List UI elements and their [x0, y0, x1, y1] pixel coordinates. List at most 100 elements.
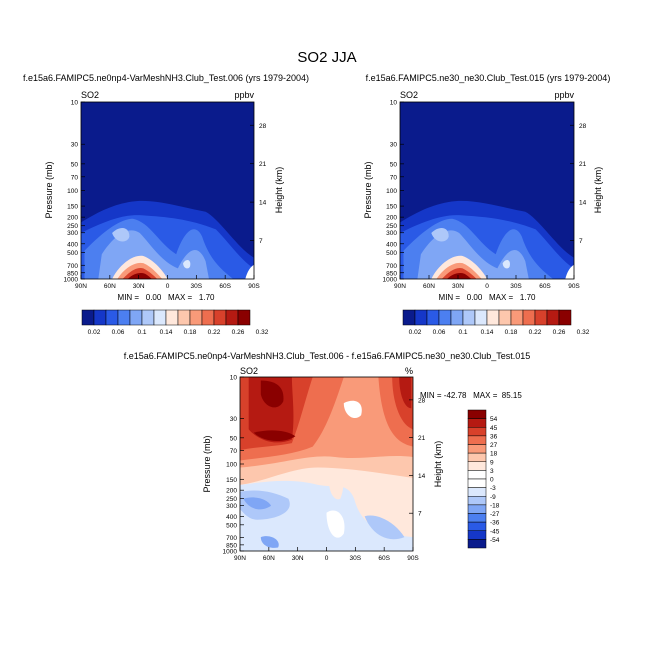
colorbar-label: 45 [490, 425, 498, 432]
contour-band [253, 430, 296, 442]
x-tick-label: 90S [248, 283, 260, 290]
colorbar-swatch [165, 309, 179, 326]
y-tick-label: 850 [386, 270, 397, 277]
contour-band [260, 380, 284, 408]
panel-3-units-label: % [405, 366, 413, 376]
colorbar-swatch [467, 513, 487, 523]
colorbar-label: 18 [490, 451, 498, 458]
y-tick-label: 400 [226, 514, 237, 521]
x-tick-label: 90S [407, 555, 419, 562]
y-tick-label: 30 [71, 142, 79, 149]
y-tick-label: 700 [226, 535, 237, 542]
contour-band [431, 228, 449, 242]
x-tick-label: 0 [485, 283, 489, 290]
colorbar-swatch [129, 309, 143, 326]
contour-band [447, 273, 472, 279]
panel-1-variable-label: SO2 [81, 90, 99, 100]
colorbar-swatch [93, 309, 107, 326]
colorbar-swatch [467, 478, 487, 488]
colorbar-label: -54 [490, 537, 500, 544]
colorbar-swatch [467, 470, 487, 480]
y-tick-label: 700 [386, 263, 397, 270]
colorbar-label: 0.32 [256, 329, 269, 336]
contour-band [112, 228, 130, 242]
y-tick-label: 250 [386, 223, 397, 230]
y-tick-label: 50 [390, 161, 398, 168]
colorbar-swatch [467, 444, 487, 454]
colorbar-swatch [177, 309, 191, 326]
contour-band [183, 259, 191, 269]
colorbar-swatch [467, 418, 487, 428]
x-tick-label: 60N [423, 283, 435, 290]
panel-1-y-axis-label: Pressure (mb) [44, 161, 54, 218]
panel-3-y2-axis-label: Height (km) [433, 441, 443, 488]
colorbar-swatch [462, 309, 476, 326]
colorbar-label: 0.26 [553, 329, 566, 336]
colorbar-label: -27 [490, 511, 500, 518]
panel-2-stats: MIN = 0.00 MAX = 1.70 [439, 293, 536, 302]
contour-band [343, 400, 362, 419]
colorbar-swatch [467, 521, 487, 531]
colorbar-swatch [467, 496, 487, 506]
y-tick-label: 70 [71, 174, 79, 181]
colorbar-swatch [237, 309, 251, 326]
colorbar-swatch [522, 309, 536, 326]
panel-3: f.e15a6.FAMIPC5.ne0np4-VarMeshNH3.Club_T… [124, 351, 531, 562]
colorbar-swatch [534, 309, 548, 326]
x-tick-label: 90N [234, 555, 246, 562]
contour-band [329, 473, 344, 500]
y2-tick-label: 14 [418, 473, 426, 480]
y2-tick-label: 28 [579, 123, 587, 130]
x-tick-label: 30N [292, 555, 304, 562]
colorbar-swatch [426, 309, 440, 326]
y-tick-label: 400 [67, 241, 78, 248]
panel-2-colorbar: 0.02 0.06 0.1 0.14 0.18 0.22 0.26 0.32 [402, 309, 590, 336]
x-tick-label: 30S [510, 283, 522, 290]
y-tick-label: 100 [226, 462, 237, 469]
y2-tick-label: 28 [259, 123, 267, 130]
contour-band [260, 536, 279, 548]
x-tick-label: 0 [166, 283, 170, 290]
colorbar-swatch [467, 530, 487, 540]
y-tick-label: 400 [386, 241, 397, 248]
colorbar-swatch [81, 309, 95, 326]
colorbar-swatch [467, 452, 487, 462]
y2-tick-label: 21 [418, 435, 426, 442]
panel-1-colorbar: 0.02 0.06 0.1 0.14 0.18 0.22 0.26 0.32 [81, 309, 269, 336]
colorbar-swatch [201, 309, 215, 326]
panel-2-contour-field [400, 102, 574, 279]
panel-1: f.e15a6.FAMIPC5.ne0np4-VarMeshNH3.Club_T… [23, 73, 309, 336]
y-tick-label: 10 [390, 100, 398, 107]
colorbar-swatch [467, 435, 487, 445]
panel-2-y2-axis-label: Height (km) [593, 167, 603, 214]
panel-3-y-axis-label: Pressure (mb) [202, 435, 212, 492]
panel-1-contour-field [81, 102, 254, 279]
colorbar-swatch [117, 309, 131, 326]
colorbar-label: 54 [490, 416, 498, 423]
main-title: SO2 JJA [297, 49, 356, 66]
y2-tick-label: 21 [579, 161, 587, 168]
y-tick-label: 1000 [223, 549, 238, 556]
colorbar-swatch [467, 461, 487, 471]
panel-1-axes: 1030507010015020025030040050070085010009… [64, 100, 267, 291]
panel-1-stats: MIN = 0.00 MAX = 1.70 [118, 293, 215, 302]
colorbar-label: 0.18 [505, 329, 518, 336]
colorbar-swatch [213, 309, 227, 326]
panel-1-y2-axis-label: Height (km) [274, 167, 284, 214]
colorbar-label: 0.06 [433, 329, 446, 336]
colorbar-label: -36 [490, 520, 500, 527]
contour-band [127, 273, 152, 279]
colorbar-label: -9 [490, 494, 496, 501]
panel-2-title: f.e15a6.FAMIPC5.ne30_ne30.Club_Test.015 … [366, 73, 611, 83]
y-tick-label: 700 [67, 263, 78, 270]
y-tick-label: 150 [386, 204, 397, 211]
y-tick-label: 10 [71, 100, 79, 107]
colorbar-swatch [225, 309, 239, 326]
y2-tick-label: 28 [418, 397, 426, 404]
y-tick-label: 300 [226, 503, 237, 510]
x-tick-label: 30S [350, 555, 362, 562]
colorbar-swatch [450, 309, 464, 326]
y2-tick-label: 7 [579, 238, 583, 245]
